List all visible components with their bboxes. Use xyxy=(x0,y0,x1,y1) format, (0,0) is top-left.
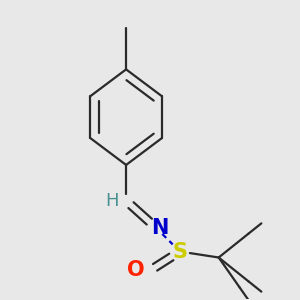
Text: H: H xyxy=(105,192,119,210)
Text: O: O xyxy=(127,260,145,280)
Text: N: N xyxy=(151,218,168,238)
Text: S: S xyxy=(172,242,188,262)
